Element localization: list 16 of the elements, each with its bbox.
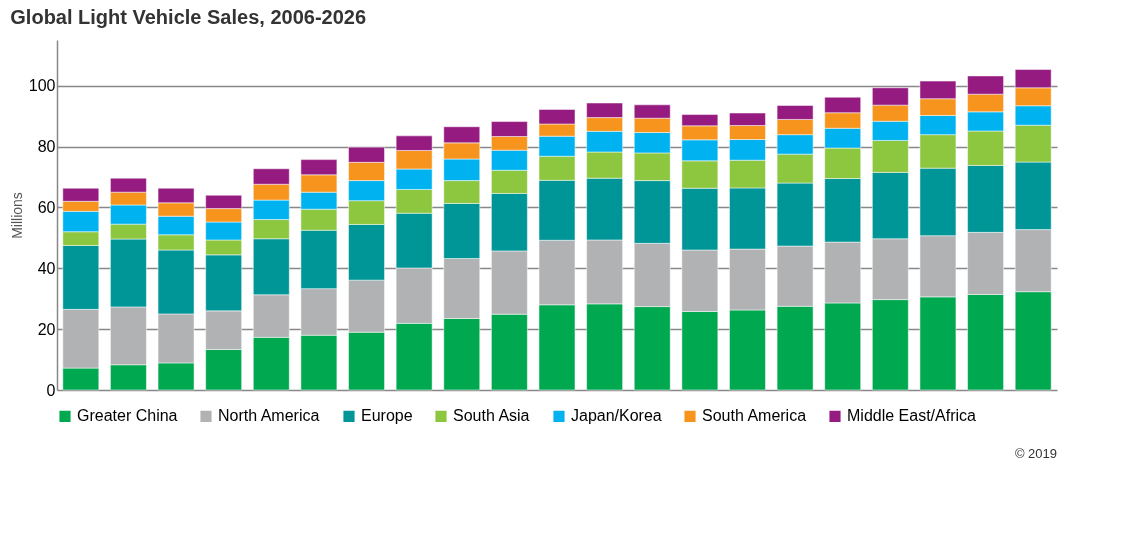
y-tick-label: 80	[37, 138, 56, 156]
legend-label: Europe	[361, 407, 413, 425]
legend-label: Japan/Korea	[571, 407, 662, 425]
chart-title: Global Light Vehicle Sales, 2006-2026	[10, 6, 367, 28]
legend-label: South Asia	[453, 407, 530, 425]
text: © 2019	[1014, 446, 1057, 461]
y-tick-label: 100	[28, 77, 56, 95]
y-tick-label: 20	[37, 320, 56, 338]
y-tick-label: 0	[46, 381, 56, 399]
legend-label: Middle East/Africa	[847, 407, 977, 425]
legend-label: South America	[702, 407, 807, 425]
y-tick-label: 40	[37, 259, 56, 277]
legend-label: North America	[218, 407, 320, 425]
legend-label: Greater China	[77, 407, 178, 425]
y-tick-label: 60	[37, 198, 56, 216]
y-axis-title: Millions	[8, 192, 25, 239]
